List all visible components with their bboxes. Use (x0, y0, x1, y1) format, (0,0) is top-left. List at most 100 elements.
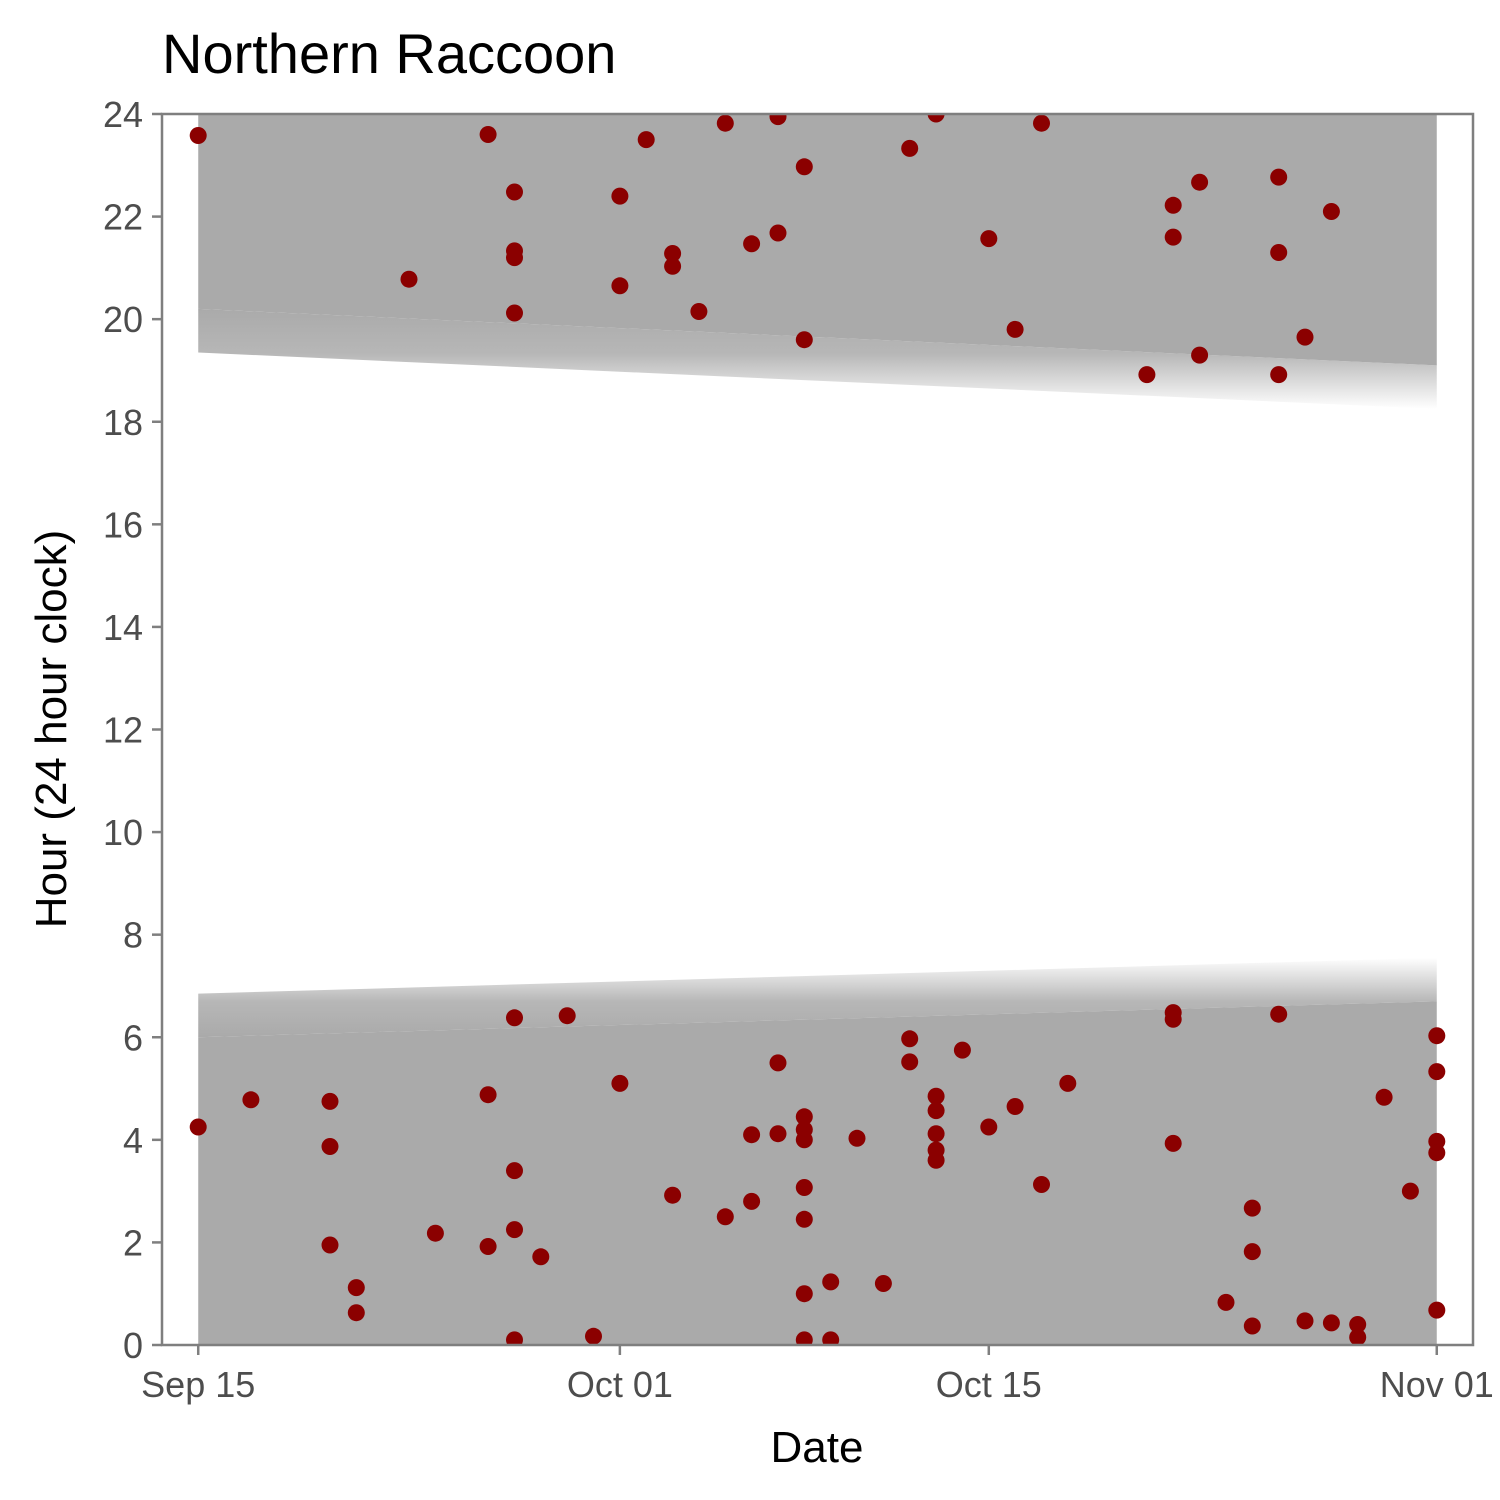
data-point (716, 1208, 734, 1226)
data-point (506, 1221, 523, 1239)
data-point (795, 1331, 813, 1345)
data-point (347, 1279, 365, 1297)
data-point (426, 1224, 444, 1242)
data-point (1270, 168, 1288, 186)
data-point (795, 1108, 813, 1126)
data-point (1428, 1144, 1446, 1162)
x-tick-label: Sep 15 (141, 1364, 255, 1405)
data-point (1243, 1243, 1261, 1261)
y-tick-label: 6 (123, 1017, 143, 1058)
data-point (769, 1125, 787, 1143)
data-point (506, 1331, 523, 1345)
x-tick-label: Nov 01 (1380, 1364, 1494, 1405)
data-point (980, 230, 998, 248)
data-point (1164, 196, 1182, 214)
data-point (479, 1086, 497, 1104)
data-point (953, 1041, 971, 1059)
data-point (795, 1179, 813, 1196)
data-point (927, 114, 945, 123)
observation-points (189, 114, 1446, 1345)
data-point (743, 1192, 761, 1210)
chart-title: Northern Raccoon (162, 22, 616, 85)
data-point (927, 1087, 945, 1105)
y-tick-label: 14 (103, 607, 143, 648)
data-point (822, 1331, 840, 1345)
data-point (1164, 1134, 1182, 1152)
data-point (506, 304, 523, 322)
data-point (637, 131, 655, 149)
night-band-upper (198, 114, 1437, 366)
y-axis-title: Hour (24 hour clock) (27, 530, 76, 929)
y-tick-label: 2 (123, 1222, 143, 1263)
data-point (611, 187, 629, 205)
y-tick-label: 12 (103, 710, 143, 751)
y-tick-label: 22 (103, 197, 143, 238)
data-point (1270, 366, 1288, 384)
data-point (347, 1304, 365, 1322)
data-point (1322, 1314, 1340, 1332)
data-point (901, 1053, 919, 1071)
data-point (506, 249, 523, 267)
data-point (690, 303, 708, 320)
data-point (1164, 1010, 1182, 1028)
data-point (189, 1118, 207, 1136)
data-point (848, 1129, 866, 1147)
y-tick-label: 18 (103, 402, 143, 443)
data-point (189, 127, 207, 144)
data-point (1217, 1293, 1235, 1311)
data-point (558, 1007, 576, 1025)
data-point (927, 1125, 945, 1143)
y-tick-label: 4 (123, 1120, 143, 1161)
data-point (1322, 203, 1340, 220)
data-point (795, 1210, 813, 1228)
data-point (901, 139, 919, 157)
data-point (506, 183, 523, 201)
data-point (822, 1273, 840, 1291)
y-tick-label: 0 (123, 1325, 143, 1366)
night-shading (198, 114, 1437, 1345)
data-point (795, 1285, 813, 1303)
data-point (1296, 328, 1314, 346)
data-point (1033, 1176, 1050, 1193)
data-point (901, 1030, 919, 1048)
data-point (1428, 1301, 1446, 1319)
data-point (400, 270, 418, 288)
data-point (769, 1054, 787, 1072)
data-point (479, 126, 497, 143)
data-point (1006, 1098, 1024, 1115)
data-point (611, 1074, 629, 1092)
data-point (479, 1238, 497, 1255)
data-point (1243, 1317, 1261, 1335)
data-point (321, 1236, 339, 1254)
data-point (1191, 346, 1209, 364)
data-point (1296, 1312, 1314, 1330)
data-point (795, 1131, 813, 1149)
data-point (1191, 173, 1209, 191)
y-tick-label: 8 (123, 915, 143, 956)
y-tick-label: 24 (103, 94, 143, 135)
data-point (1164, 228, 1182, 246)
data-point (769, 114, 787, 126)
data-point (506, 1009, 523, 1027)
data-point (611, 277, 629, 295)
data-point (585, 1327, 602, 1345)
data-point (1349, 1316, 1367, 1333)
y-tick-label: 10 (103, 812, 143, 853)
y-tick-label: 20 (103, 299, 143, 340)
data-point (1059, 1074, 1077, 1092)
data-point (1349, 1328, 1367, 1345)
data-point (1243, 1199, 1261, 1217)
y-tick-label: 16 (103, 504, 143, 545)
data-point (1401, 1182, 1419, 1200)
data-point (242, 1091, 260, 1109)
data-point (321, 1092, 339, 1110)
data-point (795, 331, 813, 349)
data-point (1428, 1063, 1446, 1081)
night-band-lower (198, 1001, 1437, 1345)
x-axis: Sep 15 Oct 01 Oct 15 Nov 01 (141, 1345, 1494, 1405)
x-axis-title: Date (771, 1423, 864, 1472)
data-point (769, 224, 787, 242)
x-tick-label: Oct 01 (567, 1364, 673, 1405)
